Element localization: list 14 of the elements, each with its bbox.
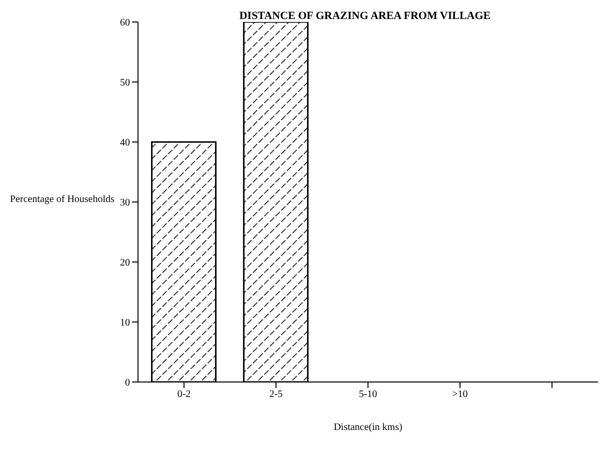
y-tick-label: 10 (120, 318, 130, 329)
y-tick-label: 40 (120, 138, 130, 149)
y-tick-label: 20 (120, 258, 130, 269)
y-tick-label: 0 (125, 378, 130, 389)
chart-title: DISTANCE OF GRAZING AREA FROM VILLAGE (238, 10, 492, 22)
x-tick-label: 0-2 (177, 389, 191, 400)
x-axis-title: Distance(in kms) (334, 422, 402, 433)
y-tick-label: 60 (120, 18, 130, 29)
x-tick-label: 2-5 (269, 389, 283, 400)
y-axis-title: Percentage of Households (10, 194, 115, 205)
x-tick-label: 5-10 (358, 389, 378, 400)
x-tick-label: >10 (452, 389, 468, 400)
y-tick-label: 30 (120, 198, 130, 209)
y-tick-label: 50 (120, 78, 130, 89)
